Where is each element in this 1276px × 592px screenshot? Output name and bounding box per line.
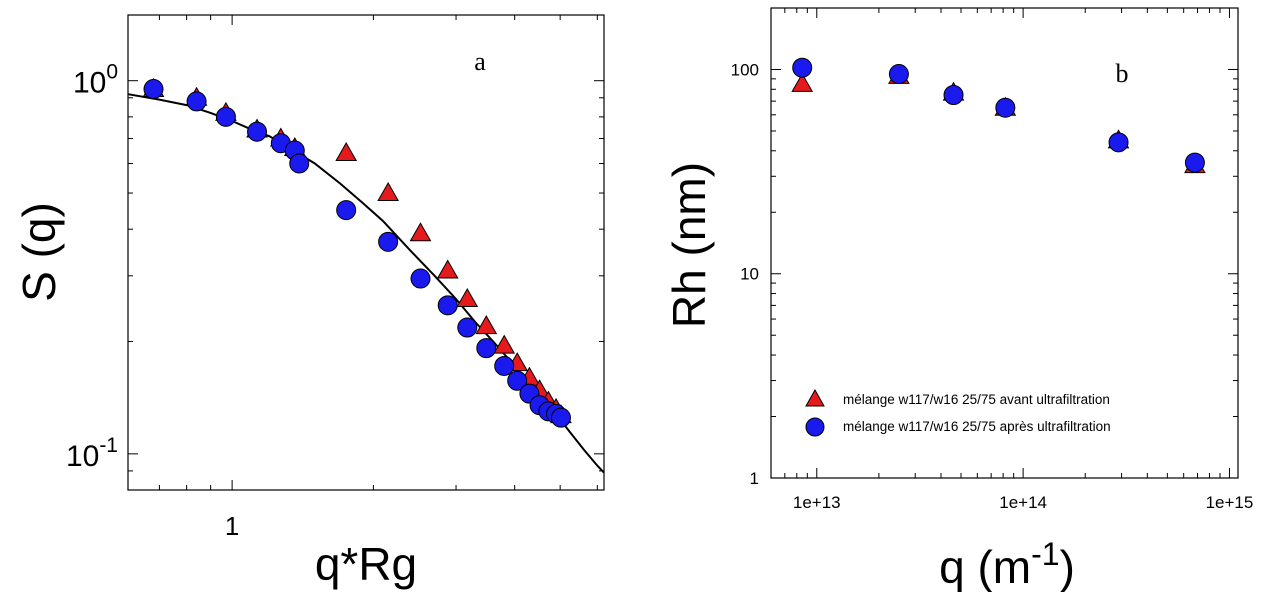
- data-point-triangle: [791, 72, 814, 92]
- axis-ticks-b: [770, 7, 1238, 479]
- data-point-triangle: [456, 287, 479, 307]
- x-tick-label: 1e+14: [999, 493, 1047, 512]
- y-tick-label-base: 10: [73, 67, 106, 100]
- y-tick-label: 10-1: [66, 434, 118, 473]
- data-point-circle: [1184, 152, 1205, 173]
- y-tick-label: 1: [750, 469, 759, 488]
- panel-label-a: a: [474, 47, 486, 76]
- x-axis-label-b: q (m-1): [939, 536, 1075, 592]
- data-point-circle: [1108, 132, 1129, 153]
- y-tick-label-exp: 0: [106, 61, 118, 84]
- data-point-circle: [494, 355, 515, 376]
- data-point-circle: [378, 231, 399, 252]
- x-tick-label: 1e+15: [1206, 493, 1254, 512]
- data-point-circle: [507, 370, 528, 391]
- y-tick-label: 10: [740, 265, 759, 284]
- data-point-circle: [476, 338, 497, 359]
- data-point-triangle: [475, 315, 498, 335]
- data-point-circle: [792, 57, 813, 78]
- x-axis-label-b-text: q (m: [939, 541, 1031, 592]
- data-point-circle: [186, 91, 207, 112]
- panel-label-b: b: [1116, 59, 1129, 88]
- plot-frame-b: [770, 7, 1239, 479]
- legend-marker-triangle: [805, 388, 825, 407]
- data-point-circle: [289, 153, 310, 174]
- y-tick-label-exp: -1: [99, 434, 118, 457]
- data-point-circle: [437, 295, 458, 316]
- data-point-circle: [943, 85, 964, 106]
- y-tick-label-base: 10: [66, 440, 99, 473]
- data-point-circle: [336, 200, 357, 221]
- data-point-triangle: [493, 334, 516, 354]
- legend-label-avant: mélange w117/w16 25/75 avant ultrafiltra…: [843, 392, 1110, 407]
- legend-marker-circle: [805, 417, 825, 437]
- data-point-triangle: [335, 142, 358, 162]
- data-point-circle: [143, 79, 164, 100]
- data-point-circle: [888, 64, 909, 85]
- data-point-triangle: [436, 259, 459, 279]
- data-point-circle: [410, 268, 431, 289]
- legend: mélange w117/w16 25/75 avant ultrafiltra…: [805, 388, 1111, 437]
- data-point-triangle: [409, 222, 432, 242]
- x-axis-label-b-exponent: -1: [1031, 536, 1059, 572]
- axis-ticks-a: [127, 15, 604, 491]
- plot-area-b: [791, 57, 1206, 174]
- plot-frame-a: [127, 14, 605, 491]
- data-point-circle: [457, 317, 478, 338]
- x-tick-label: 1: [225, 511, 239, 541]
- data-point-circle: [247, 121, 268, 142]
- x-tick-label: 1e+13: [793, 493, 841, 512]
- data-point-circle: [550, 407, 571, 428]
- data-point-circle: [215, 106, 236, 127]
- data-point-circle: [995, 97, 1016, 118]
- y-axis-label-b: Rh (nm): [663, 162, 715, 328]
- y-tick-label: 100: [73, 61, 118, 100]
- data-point-triangle: [377, 182, 399, 202]
- plot-area-a: [127, 78, 605, 474]
- x-axis-label-b-close: ): [1060, 541, 1075, 592]
- y-tick-label: 100: [731, 60, 759, 79]
- fit-curve: [127, 93, 605, 474]
- legend-label-apres: mélange w117/w16 25/75 après ultrafiltra…: [843, 419, 1111, 434]
- y-axis-label-a: S (q): [13, 202, 65, 302]
- tick-labels-b: 1e+13 1e+14 1e+15 1 10 100: [731, 60, 1254, 512]
- x-axis-label-a: q*Rg: [315, 538, 417, 590]
